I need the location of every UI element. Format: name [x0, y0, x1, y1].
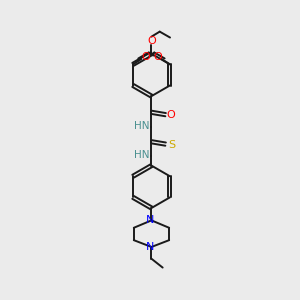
Text: O: O	[167, 110, 175, 120]
Text: O: O	[147, 36, 156, 46]
Text: HN: HN	[134, 150, 150, 160]
Text: N: N	[146, 215, 154, 225]
Text: S: S	[168, 140, 175, 150]
Text: HN: HN	[134, 121, 150, 131]
Text: O: O	[141, 52, 150, 62]
Text: N: N	[146, 242, 154, 252]
Text: O: O	[153, 52, 162, 62]
